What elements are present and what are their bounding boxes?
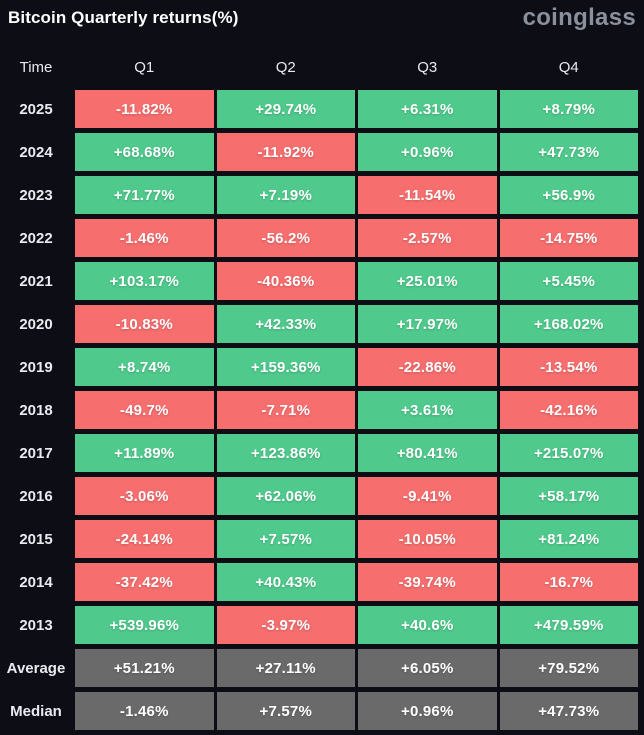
return-cell: +25.01% <box>358 262 497 300</box>
return-cell: -1.46% <box>75 692 214 730</box>
return-cell: -56.2% <box>216 219 355 257</box>
coinglass-logo: coinglass <box>522 4 636 31</box>
return-cell: +71.77% <box>75 176 214 214</box>
return-cell: +56.9% <box>499 176 638 214</box>
return-cell: -49.7% <box>75 391 214 429</box>
row-label-2018: 2018 <box>19 401 53 419</box>
return-cell: +68.68% <box>75 133 214 171</box>
return-cell: +159.36% <box>216 348 355 386</box>
return-cell: +539.96% <box>75 606 214 644</box>
row-label-median: Median <box>10 702 62 720</box>
return-cell: -40.36% <box>216 262 355 300</box>
return-cell: +7.19% <box>216 176 355 214</box>
row-label-average: Average <box>6 659 66 677</box>
column-header-time: Time <box>19 59 53 76</box>
page-title: Bitcoin Quarterly returns(%) <box>8 8 239 27</box>
column-header-q3: Q3 <box>417 59 438 76</box>
return-cell: +3.61% <box>358 391 497 429</box>
return-cell: +8.79% <box>499 90 638 128</box>
column-header-q4: Q4 <box>558 59 579 76</box>
return-cell: -1.46% <box>75 219 214 257</box>
return-cell: +79.52% <box>499 649 638 687</box>
return-cell: +62.06% <box>216 477 355 515</box>
row-label-2023: 2023 <box>19 186 53 204</box>
return-cell: -16.7% <box>499 563 638 601</box>
return-cell: +29.74% <box>216 90 355 128</box>
return-cell: +51.21% <box>75 649 214 687</box>
return-cell: +7.57% <box>216 520 355 558</box>
return-cell: +47.73% <box>499 692 638 730</box>
return-cell: -24.14% <box>75 520 214 558</box>
return-cell: +42.33% <box>216 305 355 343</box>
row-label-2021: 2021 <box>19 272 53 290</box>
return-cell: +5.45% <box>499 262 638 300</box>
return-cell: +81.24% <box>499 520 638 558</box>
return-cell: -42.16% <box>499 391 638 429</box>
return-cell: +27.11% <box>216 649 355 687</box>
return-cell: +215.07% <box>499 434 638 472</box>
row-label-2024: 2024 <box>19 143 53 161</box>
quarterly-returns-table: 2025 -11.82% +29.74% +6.31% +8.79% 2024 +68.68… <box>0 90 644 730</box>
return-cell: +80.41% <box>358 434 497 472</box>
return-cell: +8.74% <box>75 348 214 386</box>
return-cell: +40.43% <box>216 563 355 601</box>
return-cell: -11.82% <box>75 90 214 128</box>
widget-header: Bitcoin Quarterly returns(%) coinglass <box>0 0 644 52</box>
return-cell: -2.57% <box>358 219 497 257</box>
return-cell: -11.54% <box>358 176 497 214</box>
return-cell: +47.73% <box>499 133 638 171</box>
row-label-2025: 2025 <box>19 100 53 118</box>
return-cell: +6.05% <box>358 649 497 687</box>
row-label-2013: 2013 <box>19 616 53 634</box>
return-cell: -11.92% <box>216 133 355 171</box>
return-cell: +17.97% <box>358 305 497 343</box>
row-label-2015: 2015 <box>19 530 53 548</box>
row-label-2017: 2017 <box>19 444 53 462</box>
row-label-2014: 2014 <box>19 573 53 591</box>
return-cell: -10.05% <box>358 520 497 558</box>
return-cell: -14.75% <box>499 219 638 257</box>
return-cell: +11.89% <box>75 434 214 472</box>
return-cell: -13.54% <box>499 348 638 386</box>
return-cell: -10.83% <box>75 305 214 343</box>
row-label-2019: 2019 <box>19 358 53 376</box>
return-cell: +7.57% <box>216 692 355 730</box>
column-header-q1: Q1 <box>134 59 155 76</box>
return-cell: +0.96% <box>358 133 497 171</box>
row-label-2022: 2022 <box>19 229 53 247</box>
return-cell: +168.02% <box>499 305 638 343</box>
row-label-2020: 2020 <box>19 315 53 333</box>
return-cell: +123.86% <box>216 434 355 472</box>
return-cell: -22.86% <box>358 348 497 386</box>
return-cell: -7.71% <box>216 391 355 429</box>
column-header-q2: Q2 <box>275 59 296 76</box>
column-header-row: Time Q1 Q2 Q3 Q4 <box>0 52 644 83</box>
return-cell: -3.06% <box>75 477 214 515</box>
return-cell: +103.17% <box>75 262 214 300</box>
return-cell: -9.41% <box>358 477 497 515</box>
return-cell: +40.6% <box>358 606 497 644</box>
return-cell: +58.17% <box>499 477 638 515</box>
return-cell: +6.31% <box>358 90 497 128</box>
return-cell: -37.42% <box>75 563 214 601</box>
row-label-2016: 2016 <box>19 487 53 505</box>
return-cell: -39.74% <box>358 563 497 601</box>
return-cell: -3.97% <box>216 606 355 644</box>
return-cell: +0.96% <box>358 692 497 730</box>
return-cell: +479.59% <box>499 606 638 644</box>
